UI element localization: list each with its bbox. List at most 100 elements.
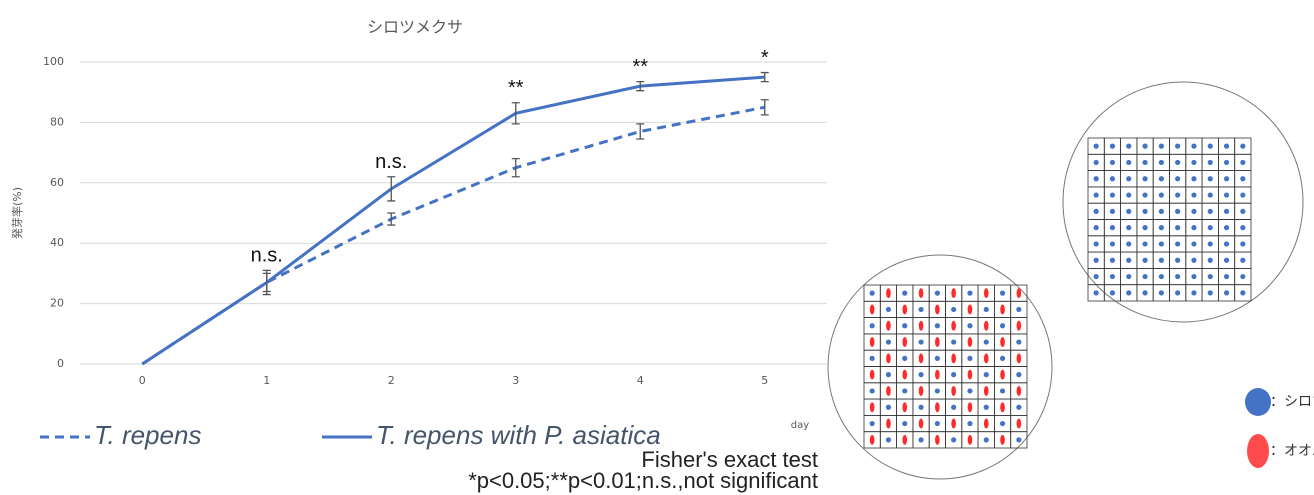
seed (870, 323, 875, 328)
seed (1142, 225, 1147, 230)
seed (968, 435, 973, 445)
seed (1000, 370, 1005, 380)
seed (935, 402, 940, 412)
seed (1240, 241, 1245, 246)
seed (1159, 241, 1164, 246)
seed (1224, 144, 1229, 149)
seed (919, 288, 924, 298)
chart-title: シロツメクサ (367, 18, 463, 37)
seed (1094, 209, 1099, 214)
x-tick-label: 0 (139, 374, 146, 387)
seed (1159, 209, 1164, 214)
seed (984, 353, 989, 363)
seed (918, 437, 923, 442)
annotation: ** (508, 77, 524, 99)
seed (870, 370, 875, 380)
seed (935, 291, 940, 296)
seed (1017, 353, 1022, 363)
seed (968, 370, 973, 380)
seed (967, 291, 972, 296)
annotation: ** (632, 56, 648, 78)
seed (1094, 176, 1099, 181)
seed (902, 304, 907, 314)
seed (984, 405, 989, 410)
seed (1159, 274, 1164, 279)
seed (1175, 241, 1180, 246)
seed (1094, 258, 1099, 263)
seed (1017, 321, 1022, 331)
series-line (142, 77, 765, 364)
seed (1175, 160, 1180, 165)
seed (902, 356, 907, 361)
seed (1110, 192, 1115, 197)
seed (902, 291, 907, 296)
seed (1110, 290, 1115, 295)
seed (886, 419, 891, 429)
seed (1110, 258, 1115, 263)
seed (870, 291, 875, 296)
seed (1191, 144, 1196, 149)
seed (935, 323, 940, 328)
seed (918, 405, 923, 410)
seed (1110, 176, 1115, 181)
seed (1000, 291, 1005, 296)
seed (919, 321, 924, 331)
seed (1240, 192, 1245, 197)
seed (919, 386, 924, 396)
seed (1191, 209, 1196, 214)
legend-swatch (1247, 434, 1269, 468)
seed (870, 304, 875, 314)
seed (1126, 209, 1131, 214)
seed (1191, 290, 1196, 295)
y-tick-label: 60 (50, 176, 64, 189)
seed (1142, 209, 1147, 214)
seed (1208, 192, 1213, 197)
seed (1142, 144, 1147, 149)
seed (1094, 160, 1099, 165)
seed (935, 356, 940, 361)
seed (1110, 144, 1115, 149)
seed (984, 288, 989, 298)
seed (902, 402, 907, 412)
seed (935, 435, 940, 445)
seed (1208, 144, 1213, 149)
x-tick-label: 1 (263, 374, 270, 387)
x-tick-label: 5 (761, 374, 768, 387)
seed (984, 372, 989, 377)
seed (967, 421, 972, 426)
seed (1240, 160, 1245, 165)
seed (951, 372, 956, 377)
seed (1224, 274, 1229, 279)
seed (886, 372, 891, 377)
seed (1094, 192, 1099, 197)
legend-label: ：オオバコ種子 (1270, 443, 1314, 459)
seed (951, 386, 956, 396)
seed (1224, 241, 1229, 246)
y-tick-label: 0 (57, 357, 64, 370)
seed (935, 421, 940, 426)
seed (1017, 419, 1022, 429)
series-line (142, 107, 765, 364)
seed (1016, 405, 1021, 410)
seed (1017, 386, 1022, 396)
seed (1159, 225, 1164, 230)
seed (886, 307, 891, 312)
seed (870, 356, 875, 361)
legend-label: T. repens (94, 420, 201, 450)
seed (1142, 176, 1147, 181)
seed (1208, 258, 1213, 263)
seed (935, 388, 940, 393)
seed (870, 421, 875, 426)
seed (886, 353, 891, 363)
seed (1224, 176, 1229, 181)
seed (1175, 209, 1180, 214)
seed (1175, 274, 1180, 279)
seed (1224, 209, 1229, 214)
seed (1208, 274, 1213, 279)
seed (1159, 144, 1164, 149)
seed (1000, 304, 1005, 314)
seed (951, 419, 956, 429)
seed (1224, 290, 1229, 295)
seed (1142, 160, 1147, 165)
seed (984, 386, 989, 396)
